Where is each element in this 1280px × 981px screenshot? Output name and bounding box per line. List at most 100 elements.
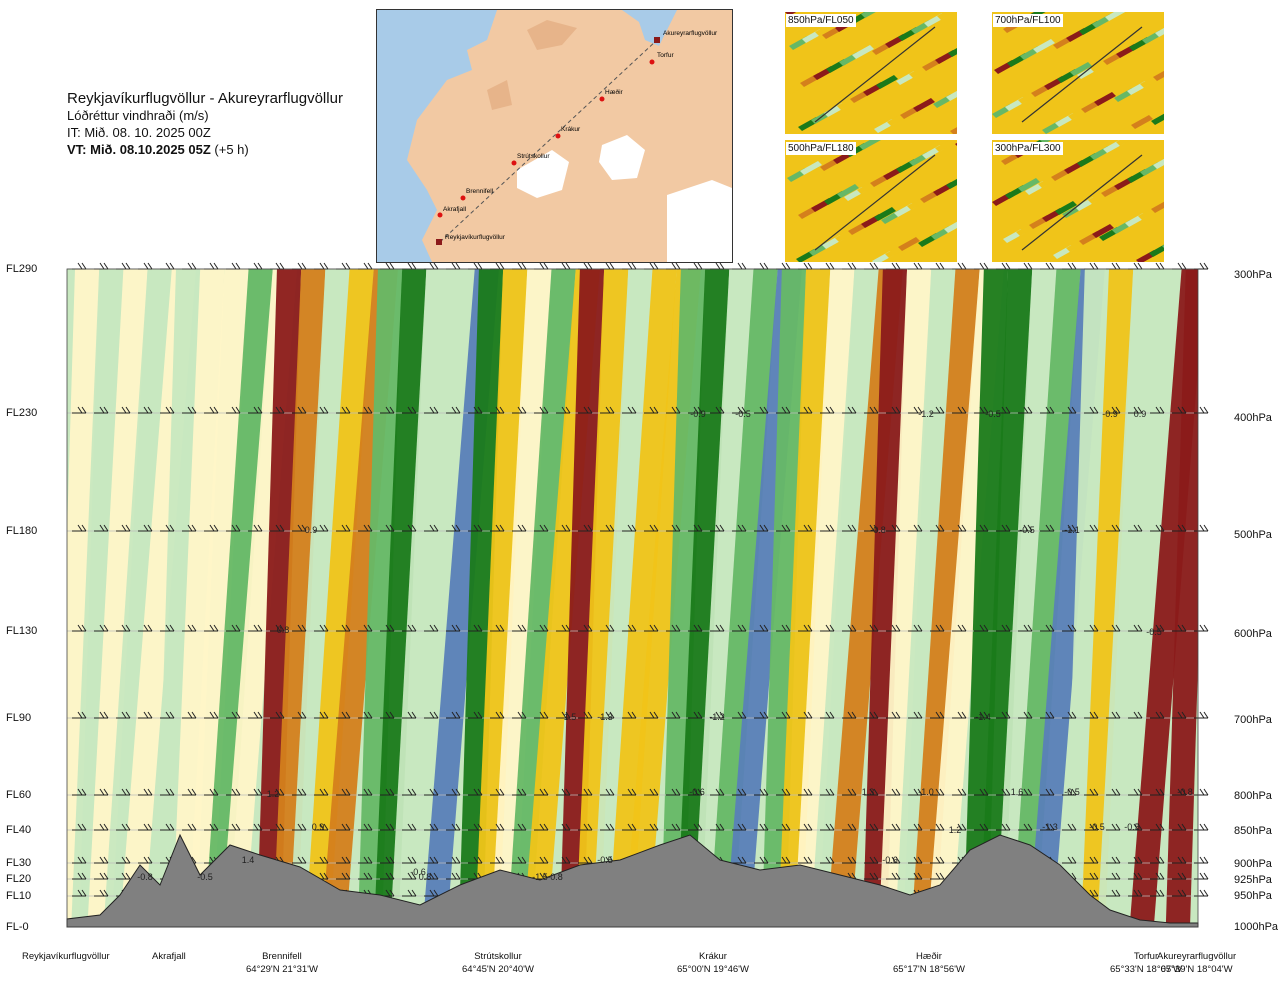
wind-barb [292, 788, 307, 796]
hpa-label: 925hPa [1234, 874, 1272, 886]
wind-barb [952, 262, 967, 270]
cross-section: -0.8 -0.5 0.8 -0.6 1.4 1.2 0.9 -1.5 -0.8 1.5 -1.3-… [0, 255, 1280, 935]
field-band [406, 269, 475, 927]
wind-barb [974, 823, 989, 831]
wind-barb [556, 711, 571, 719]
thumb-field-300 [992, 140, 1164, 262]
wind-barb [292, 524, 307, 532]
field-band [660, 269, 706, 927]
wind-barb [314, 823, 329, 831]
wind-barb [864, 711, 879, 719]
svg-text:Akureyrarflugvöllur: Akureyrarflugvöllur [663, 30, 718, 37]
wind-barb [1106, 823, 1121, 831]
wind-barb [930, 788, 945, 796]
wind-barb [930, 262, 945, 270]
thumb-500hpa[interactable]: 500hPa/FL180 [785, 140, 957, 262]
wind-barb [270, 524, 285, 532]
wind-barb [1128, 711, 1143, 719]
wind-barb [776, 788, 791, 796]
wind-barb [1106, 788, 1121, 796]
wind-barb [1018, 262, 1033, 270]
field-band [1064, 269, 1110, 927]
route-map: Akureyrarflugvöllur Torfur Hæðir Krákur … [376, 9, 733, 263]
wind-barb [1062, 711, 1077, 719]
wind-barb [358, 406, 373, 414]
wind-barb [666, 711, 681, 719]
thumb-streak [1153, 158, 1164, 169]
location-coord: 65°00'N 19°46'W [677, 964, 749, 975]
wind-barb [886, 524, 901, 532]
wind-barb [1172, 406, 1187, 414]
thumb-field-500 [785, 140, 957, 262]
thumb-streak [1116, 140, 1131, 146]
wind-barb [468, 788, 483, 796]
wind-barb [490, 856, 505, 864]
waypoint-haedir: Hæðir [599, 88, 624, 102]
contour-label: -0.5 [197, 872, 213, 882]
wind-barb [1194, 711, 1209, 719]
field-band [188, 269, 249, 927]
contour-label: -0.8 [1177, 787, 1193, 797]
wind-barb [732, 624, 747, 632]
hpa-label: 800hPa [1234, 790, 1272, 802]
wind-barb [424, 872, 439, 880]
wind-barb [226, 262, 241, 270]
thumb-streak [859, 140, 881, 150]
wind-barb [1150, 406, 1165, 414]
fl-label: FL230 [6, 407, 38, 419]
field-band [491, 269, 552, 927]
wind-barb [72, 872, 87, 880]
wind-barb [930, 524, 945, 532]
wind-barb [380, 624, 395, 632]
wind-barb [314, 711, 329, 719]
wind-barb [94, 788, 109, 796]
wind-barb [138, 788, 153, 796]
field-band [289, 269, 350, 927]
contour-label: 1.3 [862, 787, 875, 797]
wind-barb [732, 856, 747, 864]
airport-marker [654, 37, 660, 43]
wind-barb [974, 788, 989, 796]
location-coord: 64°29'N 21°31'W [246, 964, 318, 975]
wind-barb [116, 711, 131, 719]
wind-barb [666, 624, 681, 632]
wind-barb [908, 823, 923, 831]
wind-barb [644, 823, 659, 831]
field-band [963, 269, 1009, 927]
thumb-300hpa[interactable]: 300hPa/FL300 [992, 140, 1164, 262]
thumb-700hpa[interactable]: 700hPa/FL100 [992, 12, 1164, 134]
wind-barb [996, 262, 1011, 270]
wind-barb [116, 524, 131, 532]
wind-barb [468, 823, 483, 831]
wind-barb [952, 624, 967, 632]
field-band [1081, 269, 1134, 927]
wind-barb [820, 823, 835, 831]
contour-label: 1.5 [564, 712, 577, 722]
wind-barb [754, 262, 769, 270]
wind-barb [710, 624, 725, 632]
wind-barb [160, 624, 175, 632]
svg-text:Hæðir: Hæðir [605, 88, 624, 96]
wind-barb [754, 524, 769, 532]
wind-barb [226, 711, 241, 719]
thumb-850hpa[interactable]: 850hPa/FL050 [785, 12, 957, 134]
wind-barb [226, 524, 241, 532]
route-line [439, 39, 658, 243]
wind-barb [1194, 524, 1209, 532]
field-band [810, 269, 879, 927]
wind-barb [248, 406, 263, 414]
wind-barb [446, 624, 461, 632]
wind-barb [226, 788, 241, 796]
wind-barb [1194, 788, 1209, 796]
wind-barb [864, 823, 879, 831]
wind-barb [930, 406, 945, 414]
wind-barb [666, 823, 681, 831]
wind-barb [842, 788, 857, 796]
thumb-label: 700hPa/FL100 [993, 14, 1063, 27]
field-band [677, 269, 730, 927]
contour-label: -0.9 [1102, 409, 1118, 419]
wind-barb [1106, 624, 1121, 632]
field-band [357, 269, 403, 927]
field-band [103, 269, 172, 927]
wind-barb [688, 524, 703, 532]
